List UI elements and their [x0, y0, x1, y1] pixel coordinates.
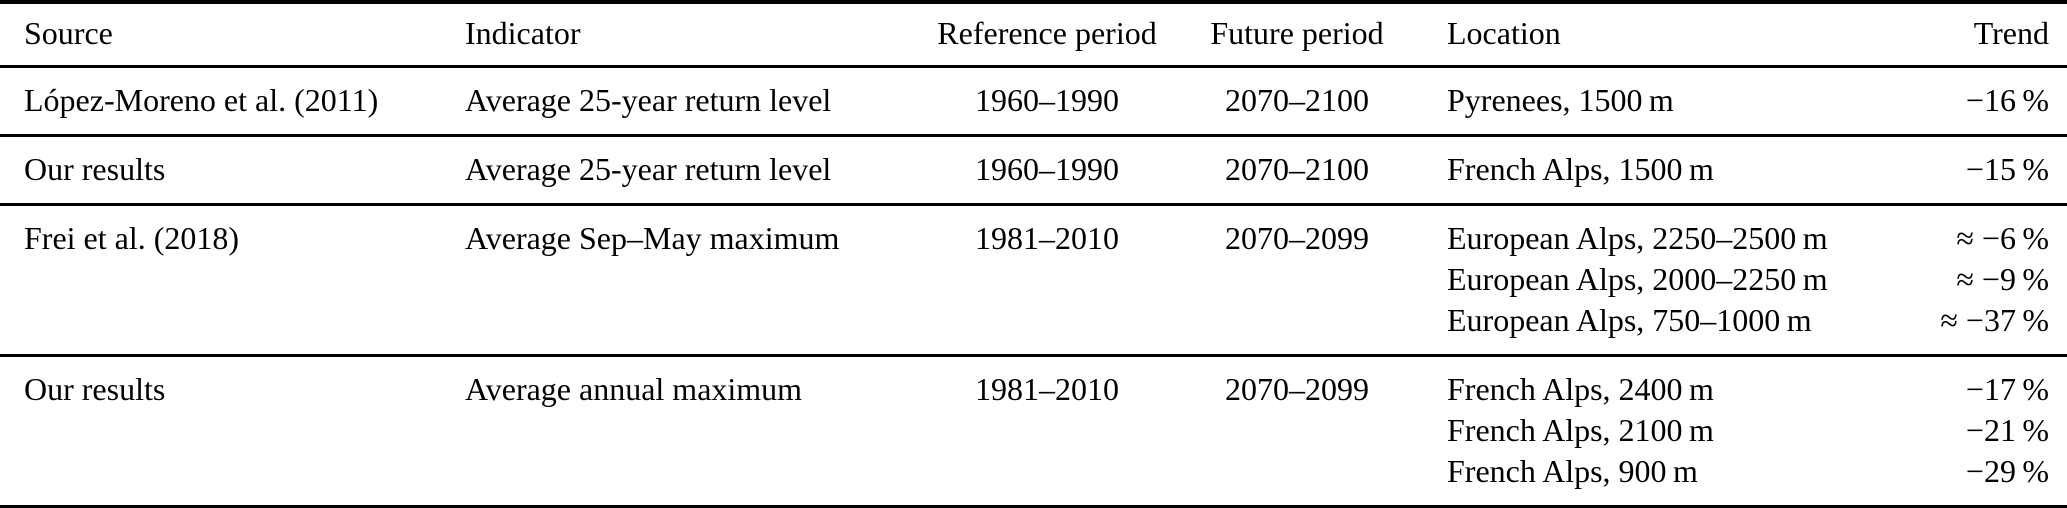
column-header-indicator: Indicator — [465, 15, 581, 51]
cell-location: French Alps, 1500 m — [1427, 136, 1857, 205]
cell-trend: −16 % — [1857, 67, 2067, 136]
trend-value: −16 % — [1965, 82, 2049, 118]
cell-future-period: 2070–2100 — [1225, 82, 1369, 118]
table-row-lopez-moreno: López-Moreno et al. (2011) Average 25-ye… — [0, 66, 2067, 136]
location-line: European Alps, 750–1000 m — [1447, 302, 1812, 338]
location-line: French Alps, 1500 m — [1447, 151, 1714, 187]
cell-location: European Alps, 2250–2500 m European Alps… — [1427, 205, 1857, 356]
cell-trend: −17 % −21 % −29 % — [1857, 356, 2067, 507]
cell-source: Frei et al. (2018) — [24, 220, 240, 256]
column-header-reference-period: Reference period — [937, 15, 1157, 51]
cell-future-period: 2070–2099 — [1225, 220, 1369, 256]
cell-trend: ≈ −6 % ≈ −9 % ≈ −37 % — [1857, 205, 2067, 356]
cell-reference-period: 1960–1990 — [975, 151, 1119, 187]
column-header-location: Location — [1447, 15, 1561, 51]
trend-value: −29 % — [1965, 453, 2049, 489]
trend-value: −15 % — [1965, 151, 2049, 187]
column-header-trend: Trend — [1973, 15, 2049, 51]
cell-future-period: 2070–2099 — [1225, 371, 1369, 407]
cell-source: López-Moreno et al. (2011) — [24, 82, 379, 118]
cell-location: Pyrenees, 1500 m — [1427, 67, 1857, 136]
location-line: French Alps, 900 m — [1447, 453, 1698, 489]
trend-value: ≈ −9 % — [1956, 261, 2049, 297]
trend-value: ≈ −37 % — [1940, 302, 2049, 338]
column-header-future-period: Future period — [1210, 15, 1384, 51]
column-header-source: Source — [24, 15, 113, 51]
cell-reference-period: 1960–1990 — [975, 82, 1119, 118]
cell-indicator: Average 25-year return level — [465, 151, 832, 187]
location-line: Pyrenees, 1500 m — [1447, 82, 1674, 118]
table-header-row: Source Indicator Reference period Future… — [0, 2, 2067, 67]
cell-reference-period: 1981–2010 — [975, 220, 1119, 256]
cell-indicator: Average 25-year return level — [465, 82, 832, 118]
cell-source: Our results — [24, 151, 166, 187]
table-row-frei: Frei et al. (2018) Average Sep–May maxim… — [0, 204, 2067, 356]
table-row-our-results-annual-max: Our results Average annual maximum 1981–… — [0, 355, 2067, 507]
cell-reference-period: 1981–2010 — [975, 371, 1119, 407]
location-line: European Alps, 2000–2250 m — [1447, 261, 1828, 297]
location-line: French Alps, 2100 m — [1447, 412, 1714, 448]
cell-source: Our results — [24, 371, 166, 407]
cell-location: French Alps, 2400 m French Alps, 2100 m … — [1427, 356, 1857, 507]
cell-trend: −15 % — [1857, 136, 2067, 205]
cell-indicator: Average annual maximum — [465, 371, 803, 407]
location-line: French Alps, 2400 m — [1447, 371, 1714, 407]
cell-indicator: Average Sep–May maximum — [465, 220, 840, 256]
table-row-our-results-return-level: Our results Average 25-year return level… — [0, 135, 2067, 205]
cell-future-period: 2070–2100 — [1225, 151, 1369, 187]
trend-value: ≈ −6 % — [1956, 220, 2049, 256]
trend-value: −17 % — [1965, 371, 2049, 407]
location-line: European Alps, 2250–2500 m — [1447, 220, 1828, 256]
trend-value: −21 % — [1965, 412, 2049, 448]
